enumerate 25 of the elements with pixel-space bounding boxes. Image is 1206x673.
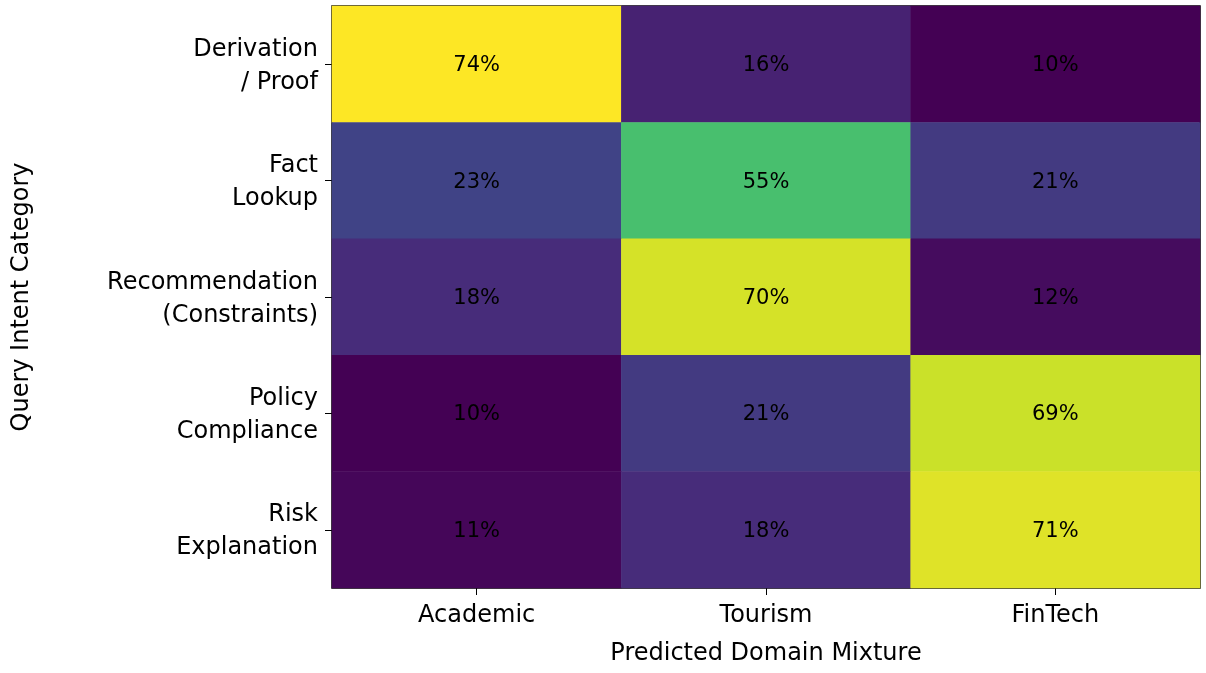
data-label: 55% (742, 168, 790, 193)
x-axis-title: Predicted Domain Mixture (610, 638, 922, 666)
data-label: 23% (453, 168, 501, 193)
data-label: 12% (1031, 285, 1079, 309)
data-label: 16% (742, 52, 790, 77)
y-tick-label: Recommendation (Constraints) (107, 266, 318, 328)
y-axis-title: Query Intent Category (6, 162, 34, 432)
y-tick-label: Fact Lookup (232, 150, 318, 212)
x-tick-label: Academic (418, 600, 536, 628)
data-label: 71% (1031, 517, 1079, 542)
data-label: 21% (1031, 168, 1079, 193)
x-tick-label: Tourism (718, 600, 813, 628)
data-label: 70% (742, 285, 790, 309)
data-label: 69% (1031, 401, 1079, 426)
y-tick-label: Derivation / Proof (193, 33, 319, 95)
data-label: 18% (453, 285, 501, 309)
data-label: 10% (1031, 52, 1079, 77)
data-label: 21% (742, 401, 790, 426)
x-tick-label: FinTech (1011, 600, 1100, 628)
y-tick-label: Risk Explanation (176, 499, 319, 561)
data-label: 11% (453, 517, 501, 542)
data-label: 10% (453, 401, 501, 426)
data-label: 18% (742, 517, 790, 542)
data-label: 74% (453, 52, 501, 77)
y-tick-label: Policy Compliance (176, 382, 318, 444)
